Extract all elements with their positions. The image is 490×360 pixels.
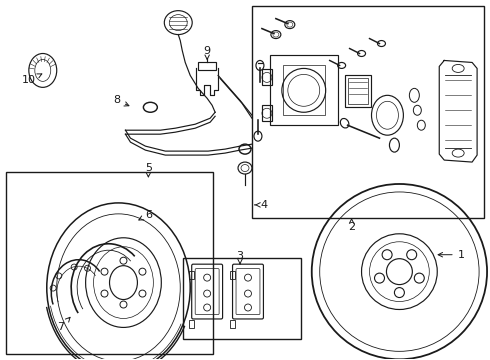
Bar <box>198 62 216 71</box>
Text: 7: 7 <box>57 317 70 332</box>
Polygon shape <box>439 60 477 162</box>
Text: 10: 10 <box>22 74 42 85</box>
Bar <box>183 258 301 339</box>
Bar <box>230 320 235 328</box>
Text: 9: 9 <box>203 45 211 59</box>
Ellipse shape <box>387 259 413 285</box>
Bar <box>270 55 338 125</box>
Text: 8: 8 <box>113 95 129 106</box>
Bar <box>189 320 194 328</box>
Bar <box>347 78 368 104</box>
Text: 5: 5 <box>145 163 152 177</box>
Text: 3: 3 <box>237 251 244 264</box>
Text: 6: 6 <box>139 210 152 220</box>
Bar <box>262 69 272 85</box>
Bar <box>6 172 213 354</box>
Bar <box>189 271 194 279</box>
Bar <box>262 105 272 121</box>
Bar <box>283 66 325 115</box>
Ellipse shape <box>110 266 137 300</box>
Bar <box>252 6 484 218</box>
Text: 4: 4 <box>255 200 268 210</box>
Bar <box>230 271 235 279</box>
Text: 2: 2 <box>348 219 355 232</box>
Text: 1: 1 <box>438 250 465 260</box>
Bar <box>344 75 370 107</box>
